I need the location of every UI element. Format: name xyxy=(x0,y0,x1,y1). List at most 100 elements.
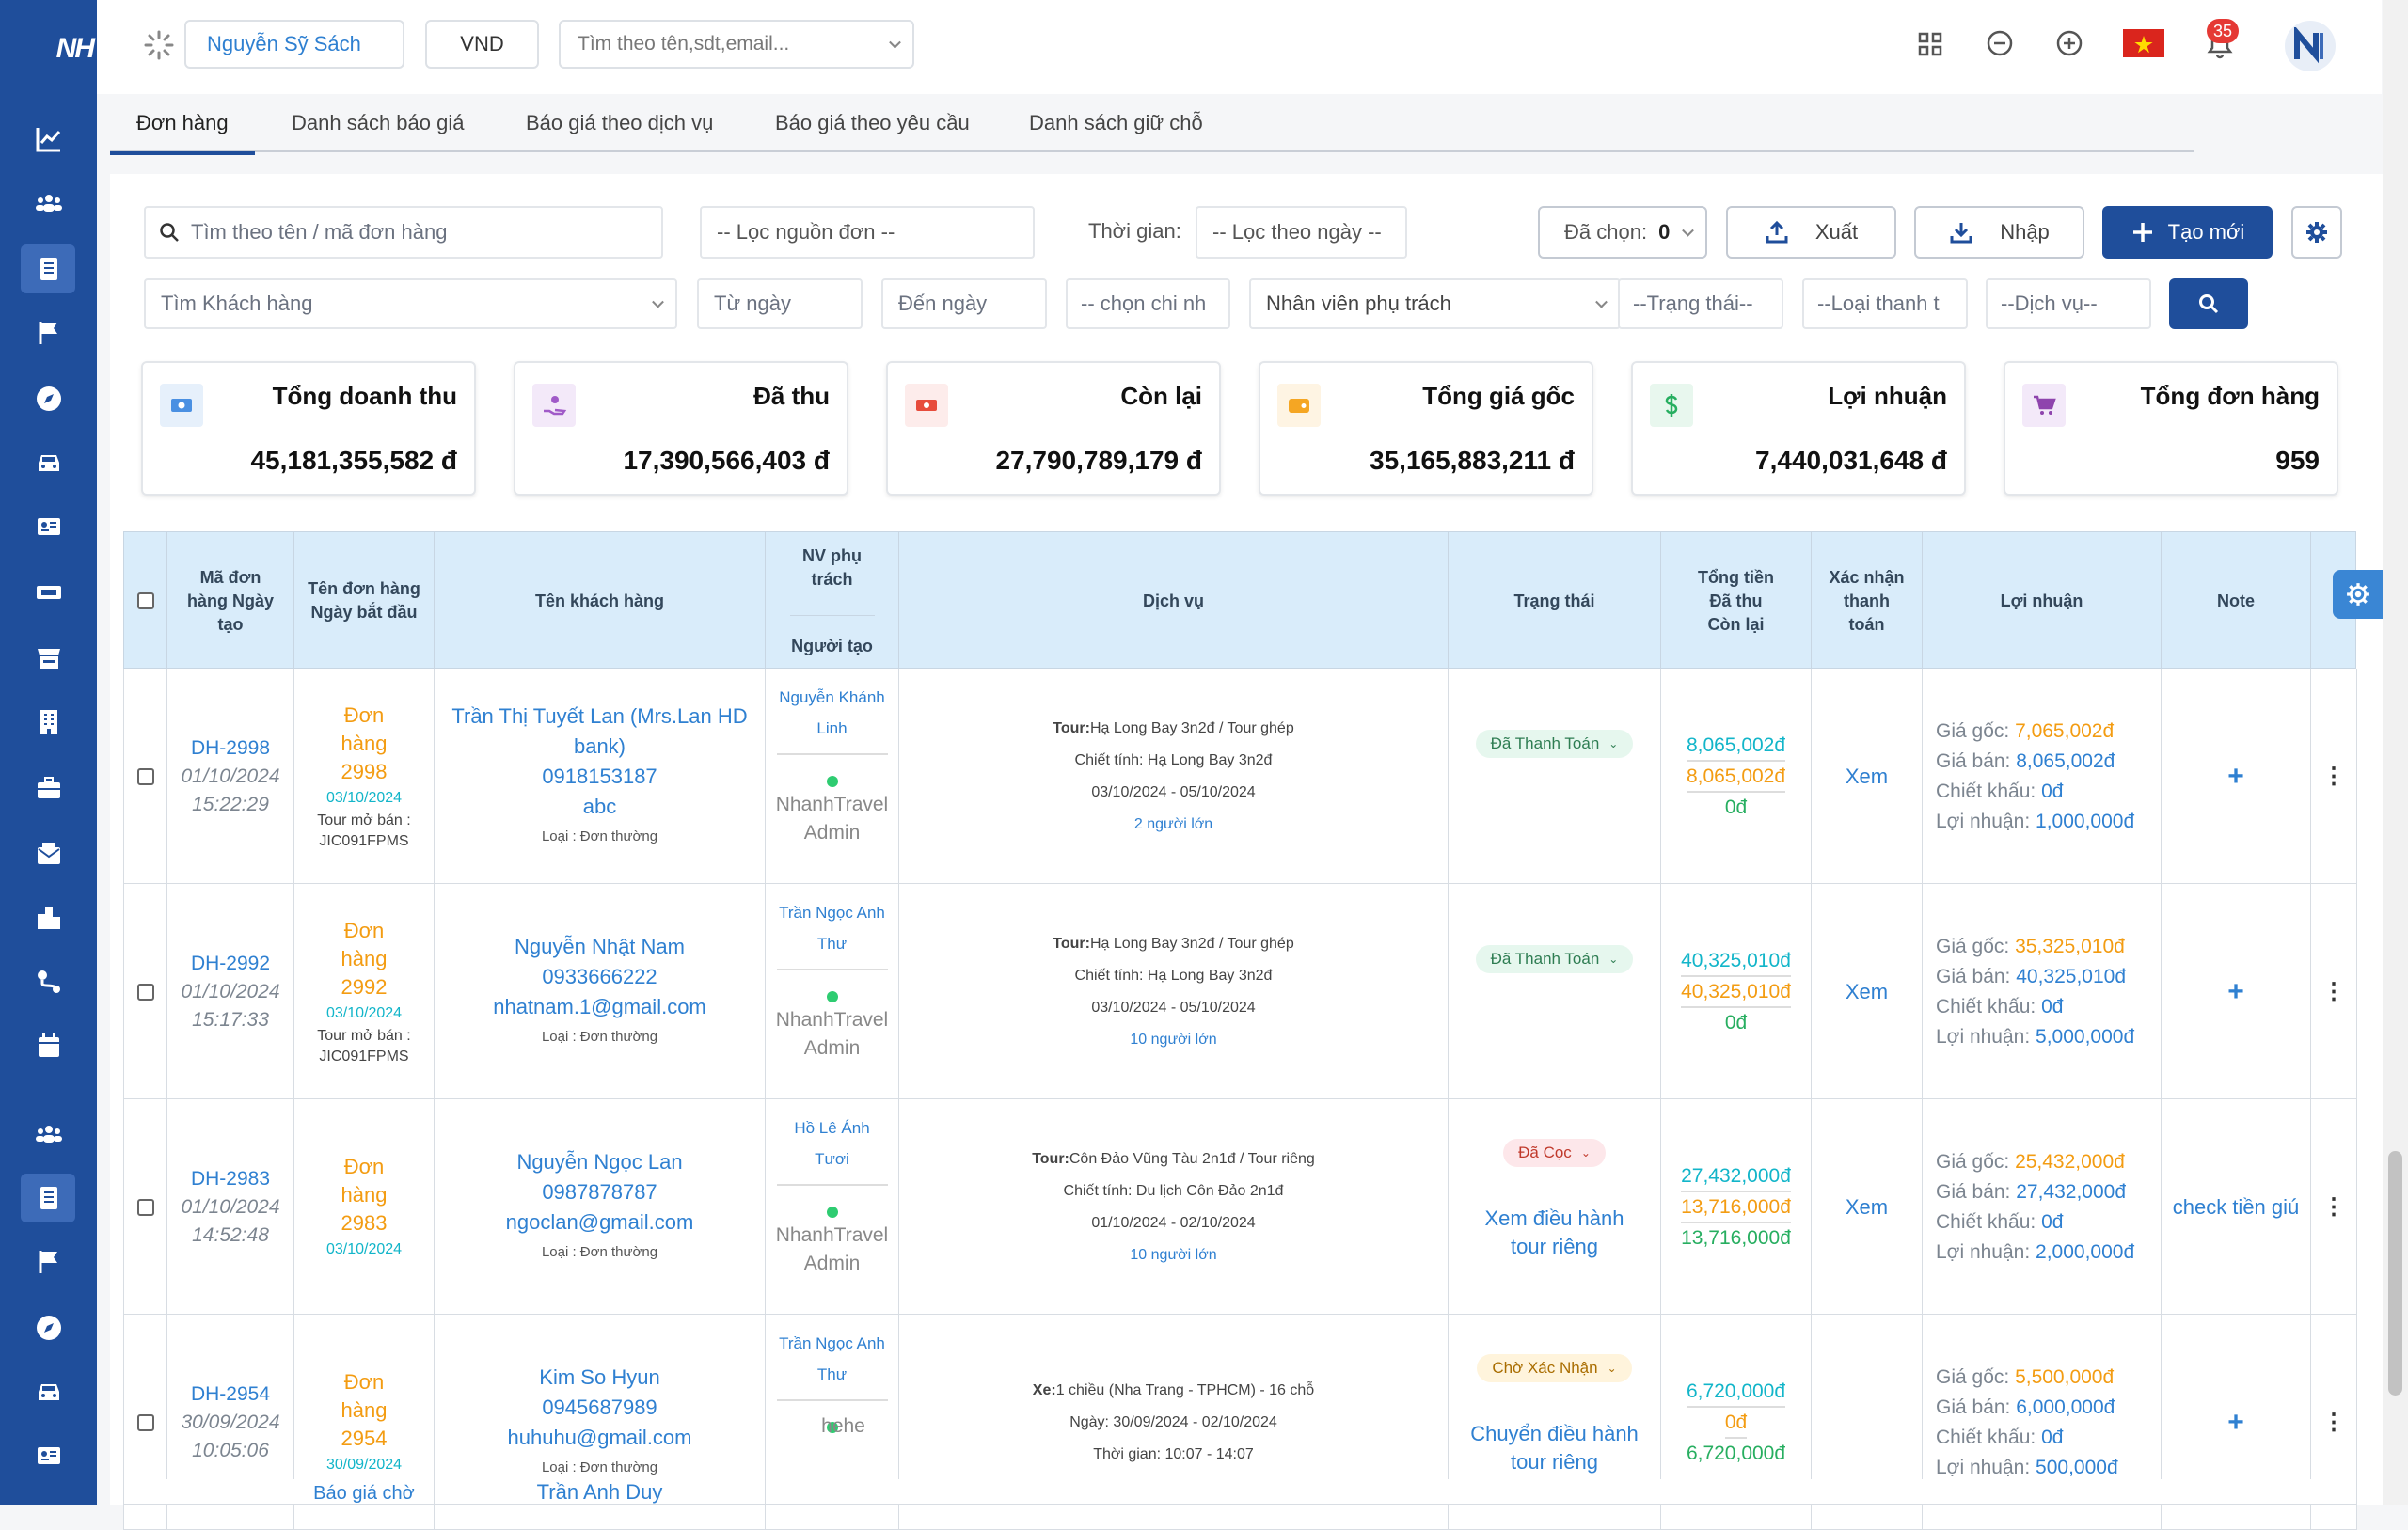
source-filter[interactable]: -- Lọc nguồn đơn -- xyxy=(700,206,1035,259)
user-selector[interactable]: Nguyễn Sỹ Sách xyxy=(184,20,404,69)
col-name[interactable]: Tên đơn hàng Ngày bắt đầu xyxy=(294,532,435,670)
more-vertical-icon[interactable]: ⋮ xyxy=(2322,1410,2345,1435)
tab-request-quotes[interactable]: Báo giá theo yêu cầu xyxy=(775,111,970,134)
more-vertical-icon[interactable]: ⋮ xyxy=(2322,979,2345,1004)
store-icon[interactable] xyxy=(0,630,97,686)
service-passengers[interactable]: 10 người lớn xyxy=(1130,1246,1217,1263)
flag-icon[interactable] xyxy=(0,1234,97,1290)
service-filter[interactable]: --Dịch vụ-- xyxy=(1986,278,2151,329)
view-payment-link[interactable]: Xem xyxy=(1845,979,1889,1003)
vietnam-flag-icon[interactable] xyxy=(2123,29,2164,57)
add-note-icon[interactable]: + xyxy=(2227,975,2244,1007)
status-badge[interactable]: Chờ Xác Nhận ⌄ xyxy=(1477,1354,1632,1382)
tab-reservations[interactable]: Danh sách giữ chỗ xyxy=(1029,111,1203,134)
col-profit[interactable]: Lợi nhuận xyxy=(1923,532,2162,670)
car-icon[interactable] xyxy=(0,1364,97,1420)
building-icon[interactable] xyxy=(0,694,97,750)
col-code[interactable]: Mã đơn hàng Ngày tạo xyxy=(167,532,294,670)
col-note[interactable]: Note xyxy=(2162,532,2311,670)
table-row[interactable]: Báo giá chờ Trần Anh Duy xyxy=(123,1479,2356,1505)
col-service[interactable]: Dịch vụ xyxy=(899,532,1449,670)
table-row[interactable]: DH-2992 01/10/2024 15:17:33 Đơn hàng 2992 03… xyxy=(123,884,2357,1099)
col-status[interactable]: Trạng thái xyxy=(1449,532,1661,670)
order-code[interactable]: DH-2954 xyxy=(190,1382,271,1405)
add-note-icon[interactable]: + xyxy=(2227,1406,2244,1438)
col-staff-top[interactable]: NV phụ trách xyxy=(802,545,862,589)
table-row[interactable]: DH-2998 01/10/2024 15:22:29 Đơn hàng 2998 03… xyxy=(123,669,2357,884)
order-code[interactable]: DH-2983 xyxy=(190,1167,271,1190)
table-row[interactable]: DH-2983 01/10/2024 14:52:48 Đơn hàng 2983 03… xyxy=(123,1099,2357,1315)
order-search-input[interactable]: Tìm theo tên / mã đơn hàng xyxy=(144,206,663,259)
compass-icon[interactable] xyxy=(0,371,97,427)
status-filter[interactable]: --Trạng thái-- xyxy=(1618,278,1783,329)
customer-name[interactable]: Kim So Hyun xyxy=(539,1364,660,1389)
customer-name[interactable]: Trần Thị Tuyết Lan (Mrs.Lan HD bank) xyxy=(452,703,748,758)
scrollbar[interactable] xyxy=(2383,0,2408,1505)
customer-name[interactable]: Nguyễn Nhật Nam xyxy=(515,934,685,958)
status-badge[interactable]: Đã Thanh Toán ⌄ xyxy=(1475,729,1634,758)
id-card-icon[interactable] xyxy=(0,1427,97,1484)
export-button[interactable]: Xuất xyxy=(1726,206,1896,259)
more-vertical-icon[interactable]: ⋮ xyxy=(2322,1194,2345,1220)
to-date-input[interactable]: Đến ngày xyxy=(881,278,1047,329)
order-name[interactable]: Đơn hàng 2983 xyxy=(341,1154,388,1235)
more-vertical-icon[interactable]: ⋮ xyxy=(2322,764,2345,789)
status-badge[interactable]: Đã Thanh Toán ⌄ xyxy=(1475,944,1634,973)
route-icon[interactable] xyxy=(0,954,97,1010)
view-payment-link[interactable]: Xem xyxy=(1845,1194,1889,1219)
document-icon[interactable] xyxy=(0,1170,97,1226)
row-checkbox[interactable] xyxy=(136,1198,154,1216)
selected-dropdown[interactable]: Đã chọn: 0 xyxy=(1538,206,1707,259)
scrollbar-thumb[interactable] xyxy=(2388,1151,2402,1396)
chart-icon[interactable] xyxy=(0,111,97,167)
briefcase-icon[interactable] xyxy=(0,760,97,816)
col-customer[interactable]: Tên khách hàng xyxy=(435,532,766,670)
row-checkbox[interactable] xyxy=(136,1413,154,1431)
avatar[interactable] xyxy=(2285,21,2336,71)
create-button[interactable]: Tạo mới xyxy=(2102,206,2273,259)
tab-service-quotes[interactable]: Báo giá theo dịch vụ xyxy=(526,111,714,134)
settings-button[interactable] xyxy=(2291,206,2342,259)
order-name[interactable]: Đơn hàng 2998 xyxy=(341,702,388,783)
service-passengers[interactable]: 2 người lớn xyxy=(1133,815,1213,832)
flag-icon[interactable] xyxy=(0,305,97,361)
table-settings-button[interactable] xyxy=(2333,570,2384,619)
next-order-name[interactable]: Báo giá chờ xyxy=(294,1479,435,1505)
ticket-icon[interactable] xyxy=(0,564,97,621)
tab-quotes[interactable]: Danh sách báo giá xyxy=(292,111,465,134)
operation-link[interactable]: Chuyển điều hành tour riêng xyxy=(1470,1422,1639,1474)
next-customer-name[interactable]: Trần Anh Duy xyxy=(435,1479,766,1505)
global-search-input[interactable]: Tìm theo tên,sdt,email... xyxy=(559,20,914,69)
select-all-checkbox[interactable] xyxy=(136,592,154,609)
service-passengers[interactable]: 10 người lớn xyxy=(1130,1031,1217,1048)
customer-filter[interactable]: Tìm Khách hàng xyxy=(144,278,677,329)
compass-icon[interactable] xyxy=(0,1300,97,1356)
operation-link[interactable]: Xem điều hành tour riêng xyxy=(1484,1207,1624,1258)
grid-icon[interactable] xyxy=(1917,31,1943,57)
order-code[interactable]: DH-2992 xyxy=(190,952,271,974)
calendar-icon[interactable] xyxy=(0,1017,97,1074)
id-card-icon[interactable] xyxy=(0,498,97,555)
col-staff-bottom[interactable]: Người tạo xyxy=(789,614,875,658)
tab-orders[interactable]: Đơn hàng xyxy=(110,94,255,155)
users-icon[interactable] xyxy=(0,1106,97,1162)
order-name[interactable]: Đơn hàng 2992 xyxy=(341,918,388,999)
customer-name[interactable]: Nguyễn Ngọc Lan xyxy=(516,1149,683,1174)
zoom-in-icon[interactable] xyxy=(2055,29,2083,57)
add-note-icon[interactable]: + xyxy=(2227,760,2244,792)
users-icon[interactable] xyxy=(0,175,97,231)
search-button[interactable] xyxy=(2169,278,2248,329)
row-checkbox[interactable] xyxy=(136,767,154,785)
col-total[interactable]: Tổng tiền Đã thu Còn lại xyxy=(1661,532,1812,670)
order-name[interactable]: Đơn hàng 2954 xyxy=(341,1369,388,1450)
mail-icon[interactable] xyxy=(0,826,97,882)
city-icon[interactable] xyxy=(0,890,97,946)
note-text[interactable]: check tiền giú xyxy=(2172,1194,2300,1219)
from-date-input[interactable]: Từ ngày xyxy=(697,278,863,329)
currency-selector[interactable]: VND xyxy=(425,20,539,69)
date-filter[interactable]: -- Lọc theo ngày -- xyxy=(1196,206,1407,259)
status-badge[interactable]: Đã Cọc ⌄ xyxy=(1503,1139,1606,1167)
document-icon[interactable] xyxy=(0,241,97,297)
col-confirm[interactable]: Xác nhận thanh toán xyxy=(1812,532,1923,670)
order-code[interactable]: DH-2998 xyxy=(190,736,271,759)
